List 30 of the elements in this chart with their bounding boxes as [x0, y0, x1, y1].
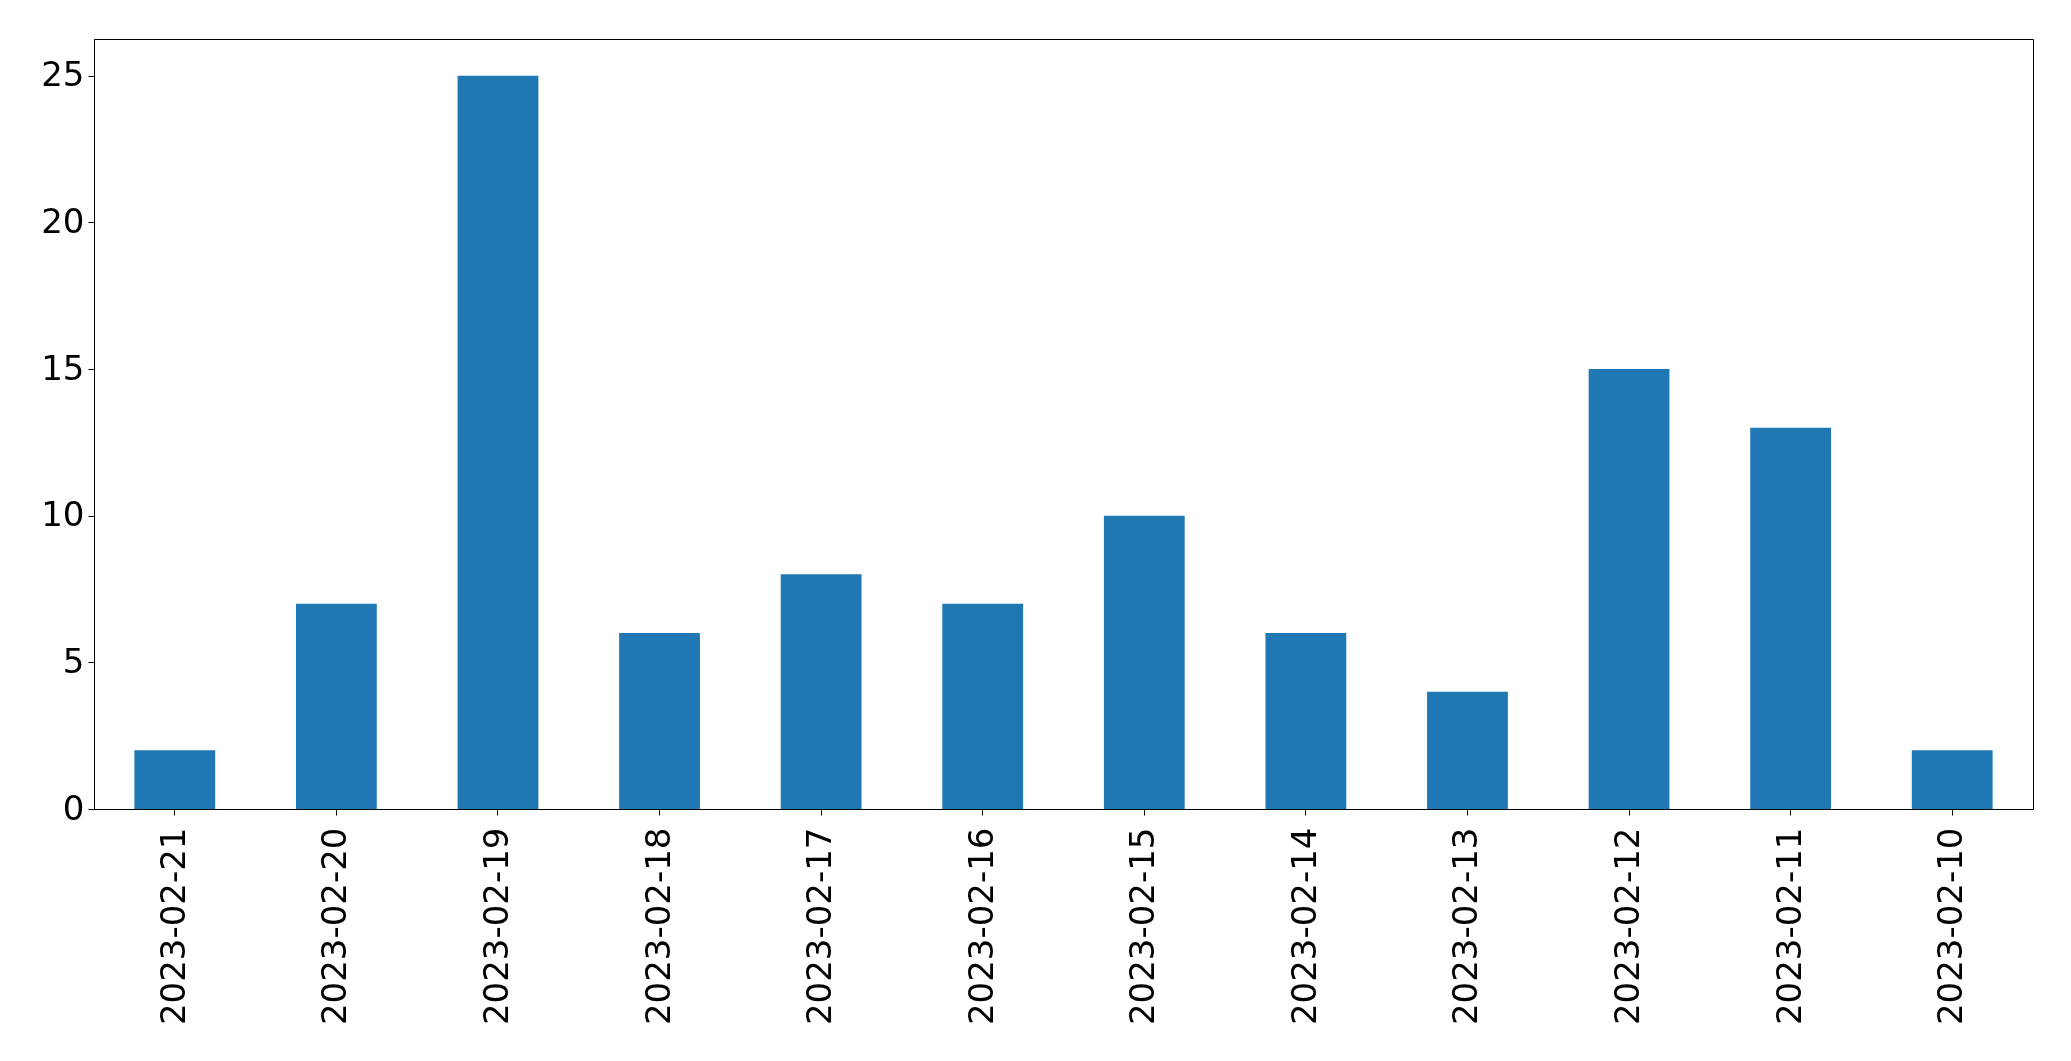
- bar: [134, 750, 216, 809]
- x-tick-label: 2023-02-14: [1283, 827, 1324, 1026]
- bar: [1427, 691, 1508, 809]
- x-tick-label: 2023-02-20: [314, 827, 355, 1026]
- bar: [619, 633, 700, 809]
- bar: [1265, 633, 1347, 809]
- x-tick-label: 2023-02-12: [1607, 827, 1648, 1026]
- x-tick-label: 2023-02-21: [152, 827, 193, 1026]
- x-tick-label: 2023-02-13: [1445, 827, 1486, 1026]
- y-tick-label: 5: [62, 640, 85, 681]
- x-tick-label: 2023-02-16: [960, 827, 1001, 1026]
- y-tick-label: 0: [62, 787, 85, 828]
- bar: [1911, 750, 1993, 809]
- y-tick-label: 25: [41, 54, 85, 95]
- y-tick-label: 15: [41, 347, 85, 388]
- bar: [1588, 369, 1670, 809]
- bar: [780, 574, 862, 809]
- x-tick-label: 2023-02-17: [799, 827, 840, 1026]
- bar: [1750, 427, 1832, 809]
- bar: [295, 603, 377, 809]
- y-tick-label: 10: [41, 494, 85, 535]
- y-tick-label: 20: [41, 200, 85, 241]
- x-tick-label: 2023-02-15: [1122, 827, 1163, 1026]
- x-tick-label: 2023-02-11: [1768, 827, 1809, 1026]
- bar: [457, 75, 539, 809]
- x-tick-label: 2023-02-19: [475, 827, 516, 1026]
- x-tick-label: 2023-02-10: [1930, 827, 1971, 1026]
- bar: [1103, 515, 1185, 809]
- bar: [942, 603, 1024, 809]
- x-tick-label: 2023-02-18: [637, 827, 678, 1026]
